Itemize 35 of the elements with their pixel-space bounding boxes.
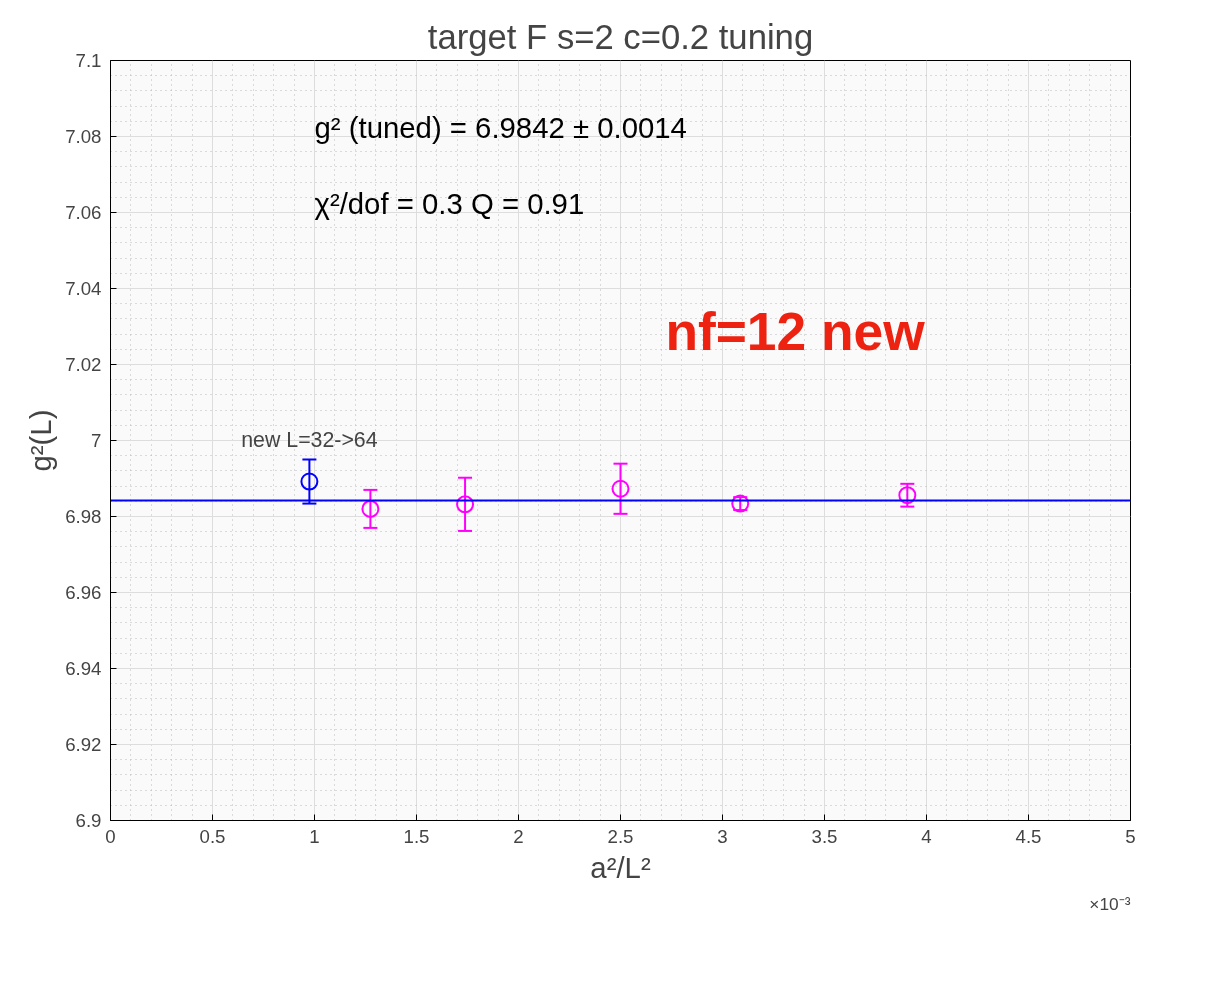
chart-title: target F s=2 c=0.2 tuning <box>427 17 814 56</box>
x-tick-label: 2 <box>513 825 524 847</box>
y-tick-label: 7.04 <box>65 278 102 299</box>
y-tick-label: 7.1 <box>75 50 102 71</box>
x-tick-label: 1 <box>309 825 320 847</box>
y-tick-label: 6.92 <box>65 734 102 755</box>
annotation: new L=32->64 <box>241 427 378 452</box>
y-axis-title: g²(L) <box>24 409 58 472</box>
y-tick-label: 7.06 <box>65 202 102 223</box>
y-tick-label: 7 <box>91 430 102 451</box>
annotation: χ²/dof = 0.3 Q = 0.91 <box>314 187 585 221</box>
x-tick-label: 0 <box>105 825 116 847</box>
x-tick-label: 4.5 <box>1015 825 1042 847</box>
y-tick-label: 7.08 <box>65 126 102 147</box>
y-tick-label: 6.98 <box>65 506 102 527</box>
x-tick-label: 5 <box>1125 825 1136 847</box>
text: ×10⁻³ <box>1089 893 1131 914</box>
x-tick-label: 3.5 <box>811 825 838 847</box>
point <box>361 499 380 518</box>
point <box>300 472 319 491</box>
y-tick-label: 6.94 <box>65 658 102 679</box>
x-tick-label: 0.5 <box>199 825 226 847</box>
y-tick-label: 6.96 <box>65 582 102 603</box>
x-tick-label: 1.5 <box>403 825 430 847</box>
annotation: g² (tuned) = 6.9842 ± 0.0014 <box>314 111 687 145</box>
point <box>456 495 475 514</box>
point <box>611 479 630 498</box>
x-tick-label: 2.5 <box>607 825 634 847</box>
annotation: nf=12 new <box>665 301 926 361</box>
x-axis-title: a²/L² <box>590 850 651 884</box>
y-tick-label: 7.02 <box>65 354 102 375</box>
x-tick-label: 4 <box>921 825 932 847</box>
x-tick-label: 3 <box>717 825 728 847</box>
point <box>898 486 917 505</box>
y-tick-label: 6.9 <box>75 810 102 831</box>
